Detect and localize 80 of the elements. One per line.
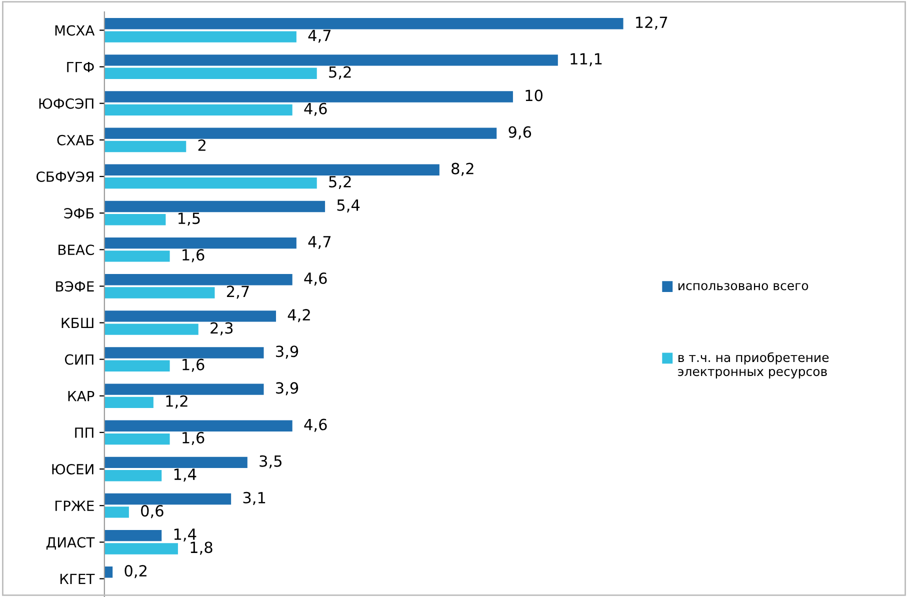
data-label: 5,4: [337, 200, 360, 212]
bar: [104, 384, 264, 395]
bar: [104, 456, 248, 468]
data-label: 3,5: [260, 455, 282, 468]
bar: [104, 347, 264, 358]
data-label: 4,6: [304, 418, 327, 432]
y-tick-label: ВЕАС: [58, 244, 94, 256]
y-tick-label: ЭФБ: [64, 208, 94, 219]
bar: [104, 214, 166, 226]
legend-label: использовано всего: [678, 283, 808, 290]
bar: [104, 140, 186, 152]
y-tick-label: МСХА: [55, 25, 95, 36]
data-label: 0,2: [124, 565, 146, 578]
bar: [104, 200, 326, 212]
data-label: 1,4: [174, 528, 196, 542]
y-tick-label: СИП: [64, 354, 94, 365]
bar: [104, 493, 232, 505]
bar: [104, 396, 154, 408]
data-label: 11,1: [570, 53, 602, 66]
data-label: 1,2: [166, 395, 188, 408]
data-label: 3,9: [276, 382, 298, 396]
bar: [104, 274, 292, 286]
data-label: 4,7: [308, 236, 331, 250]
data-label: 4,7: [308, 30, 331, 43]
y-tick-label: СХАБ: [57, 134, 94, 146]
y-tick-label: КГЕТ: [60, 574, 95, 584]
bar: [104, 433, 170, 445]
y-tick-label: ЮФСЭП: [39, 98, 94, 109]
bar: [104, 104, 292, 116]
bar: [104, 310, 276, 322]
data-label: 1,4: [174, 468, 196, 482]
data-label: 4,2: [288, 309, 310, 322]
y-tick-label: ЮСЕИ: [52, 464, 94, 474]
bar: [104, 237, 296, 249]
bar: [104, 324, 198, 335]
data-label: 8,2: [452, 162, 474, 176]
bar: [104, 177, 317, 189]
bar: [104, 54, 558, 66]
data-label: 1,8: [190, 542, 212, 555]
y-tick-label: КАР: [68, 391, 94, 402]
data-label: 1,5: [178, 212, 200, 226]
y-tick-label: ГРЖЕ: [55, 500, 94, 511]
bar: [104, 250, 170, 262]
data-label: 2,3: [210, 322, 233, 336]
data-label: 5,2: [329, 66, 351, 80]
bar: [104, 566, 113, 578]
y-tick-label: ВЭФЕ: [56, 281, 94, 292]
data-label: 2: [198, 139, 206, 151]
data-label: 10: [526, 90, 543, 102]
bar: [104, 530, 162, 542]
data-label: 3,1: [243, 492, 266, 505]
bar: [104, 287, 215, 298]
data-label: 1,6: [182, 358, 204, 372]
data-label: 4,6: [304, 272, 327, 286]
bar: [104, 543, 178, 554]
data-label: 2,7: [226, 286, 249, 299]
y-tick-label: СБФУЭЯ: [36, 171, 94, 182]
data-label: 4,6: [304, 102, 327, 116]
bar: [104, 164, 440, 176]
bar: [104, 128, 497, 139]
bar: [104, 420, 292, 432]
data-label: 3,9: [276, 346, 298, 359]
y-tick-label: ПП: [75, 428, 94, 438]
y-tick-label: КБШ: [62, 318, 94, 328]
data-label: 1,6: [182, 249, 204, 262]
bar: [104, 470, 162, 482]
bar: [104, 18, 624, 30]
bar: [104, 360, 170, 372]
data-label: 0,6: [141, 505, 164, 518]
bar: [104, 91, 513, 102]
bar: [104, 68, 317, 79]
y-tick-label: ДИАСТ: [46, 537, 95, 550]
bar: [104, 31, 296, 42]
y-tick-label: ГГФ: [67, 62, 94, 72]
bar: [104, 506, 129, 518]
legend-label: в т.ч. на приобретение электронных ресурсов: [678, 352, 829, 379]
data-label: 12,7: [636, 16, 668, 30]
data-label: 1,6: [182, 432, 204, 446]
data-label: 5,2: [329, 176, 351, 190]
data-label: 9,6: [508, 126, 532, 140]
